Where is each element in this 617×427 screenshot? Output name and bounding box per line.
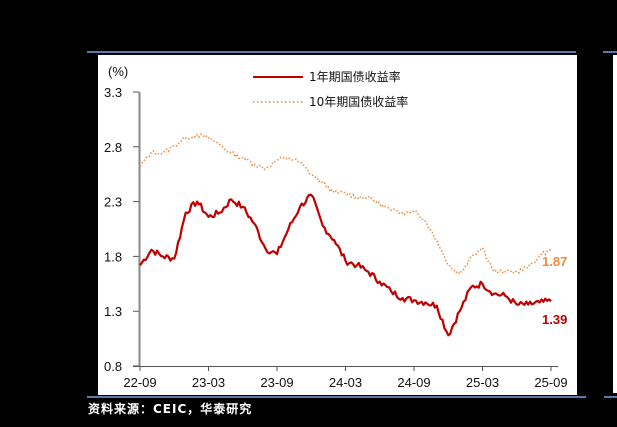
bottom-rule-left bbox=[87, 396, 586, 398]
end-label-10y: 1.87 bbox=[542, 254, 567, 269]
right-panel-strip bbox=[613, 55, 617, 393]
x-tick-label: 23-09 bbox=[260, 375, 293, 390]
end-label-1y: 1.39 bbox=[542, 312, 567, 327]
top-rule-right bbox=[603, 51, 617, 53]
y-tick-label: 2.8 bbox=[104, 140, 122, 155]
x-axis-ticks: 22-09 23-03 23-09 24-03 24-09 25-03 25-09 bbox=[123, 366, 568, 390]
chart-panel bbox=[98, 55, 577, 395]
y-tick-label: 3.3 bbox=[104, 85, 122, 100]
legend: 1年期国债收益率 10年期国债收益率 bbox=[253, 69, 408, 109]
x-tick-label: 25-03 bbox=[466, 375, 499, 390]
y-tick-label: 1.8 bbox=[104, 249, 122, 264]
x-tick-label: 23-03 bbox=[192, 375, 225, 390]
source-note: 资料来源：CEIC，华泰研究 bbox=[88, 402, 253, 416]
bottom-rule-right bbox=[604, 396, 617, 398]
x-tick-label: 25-09 bbox=[534, 375, 567, 390]
y-tick-label: 0.8 bbox=[104, 359, 122, 374]
y-tick-label: 2.3 bbox=[104, 195, 122, 210]
series-line-1y bbox=[139, 193, 552, 337]
legend-label-1y: 1年期国债收益率 bbox=[309, 69, 401, 84]
x-tick-label: 24-09 bbox=[397, 375, 430, 390]
legend-label-10y: 10年期国债收益率 bbox=[309, 94, 408, 109]
y-axis-ticks: 3.3 2.8 2.3 1.8 1.3 0.8 bbox=[104, 85, 139, 374]
x-tick-label: 22-09 bbox=[123, 375, 156, 390]
series-line-10y bbox=[139, 133, 552, 276]
top-rule-left bbox=[87, 51, 576, 53]
x-tick-label: 24-03 bbox=[329, 375, 362, 390]
y-tick-label: 1.3 bbox=[104, 304, 122, 319]
y-axis-unit: (%) bbox=[108, 64, 128, 79]
